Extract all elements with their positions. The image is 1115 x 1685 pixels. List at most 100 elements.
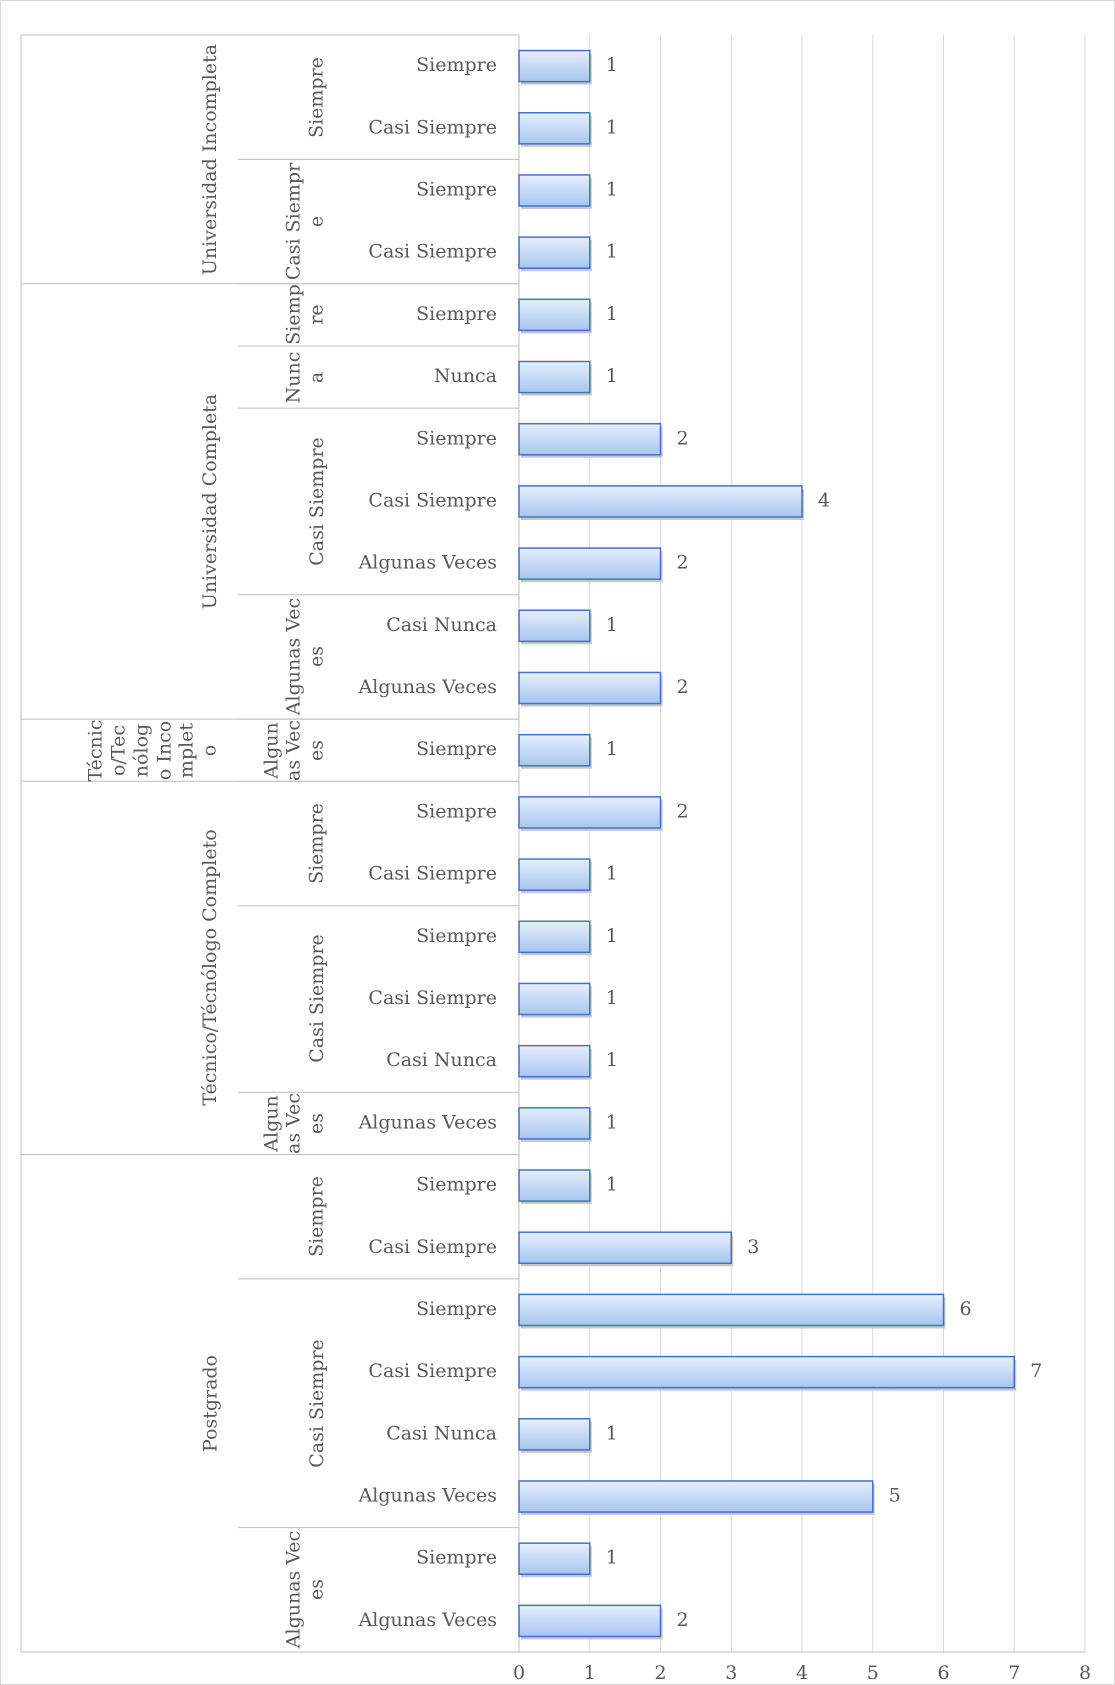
category-label: Siempre — [416, 738, 497, 760]
value-label: 1 — [606, 1111, 618, 1133]
bar — [518, 1542, 591, 1576]
value-label: 1 — [606, 241, 618, 263]
subgroup-label: Algunas Veces — [238, 719, 345, 781]
x-tick-label: 6 — [937, 1662, 949, 1684]
bar — [518, 1604, 662, 1638]
category-label: Casi Nunca — [386, 1422, 497, 1444]
category-label: Casi Siempre — [368, 241, 497, 263]
category-label: Algunas Veces — [358, 1111, 497, 1133]
category-label: Casi Siempre — [368, 863, 497, 885]
category-label: Siempre — [416, 54, 497, 76]
value-label: 1 — [606, 738, 618, 760]
subgroup-label: Siempre — [238, 284, 345, 346]
value-label: 2 — [676, 800, 688, 822]
group-label: Técnico/Técnólogo Completo — [21, 781, 238, 1154]
x-tick-label: 5 — [867, 1662, 879, 1684]
bar — [518, 485, 803, 518]
subgroup-label: Casi Siempre — [238, 408, 345, 595]
value-label: 1 — [606, 1422, 618, 1444]
value-label: 1 — [606, 1174, 618, 1196]
bar — [518, 1418, 591, 1451]
group-label-text: Casi Siempre — [283, 162, 329, 281]
bar — [518, 1355, 1015, 1389]
group-label-text: Siempre — [306, 803, 329, 884]
category-label: Casi Siempre — [368, 116, 497, 138]
x-tick-label: 1 — [584, 1662, 596, 1684]
group-label: Universidad Completa — [21, 284, 238, 719]
value-label: 7 — [1030, 1360, 1042, 1382]
bar — [518, 671, 662, 705]
subgroup-label: Siempre — [238, 781, 345, 905]
subgroup-label: Algunas Veces — [238, 1528, 345, 1652]
group-label: Postgrado — [21, 1154, 238, 1652]
category-label: Algunas Veces — [358, 1485, 497, 1507]
bar — [518, 1231, 732, 1265]
group-label-text: Casi Siempre — [306, 1338, 329, 1468]
category-label: Casi Siempre — [368, 489, 497, 511]
category-label: Siempre — [416, 303, 497, 325]
value-label: 1 — [606, 116, 618, 138]
group-label-text: Algunas Veces — [283, 598, 329, 716]
group-label-text: Siempre — [306, 1176, 329, 1258]
subgroup-label: Algunas Veces — [238, 1092, 345, 1154]
x-tick-label: 3 — [725, 1662, 737, 1684]
category-label: Siempre — [416, 800, 497, 822]
group-label: Universidad Incompleta — [21, 35, 238, 284]
bar — [518, 858, 591, 891]
group-label-text: Siempre — [283, 284, 329, 346]
value-label: 4 — [818, 489, 830, 511]
bar — [518, 547, 662, 580]
category-label: Casi Siempre — [368, 1236, 497, 1258]
group-label-text: Algunas Veces — [260, 1092, 329, 1154]
bar — [518, 1480, 874, 1513]
group-label-text: Casi Siempre — [306, 437, 329, 566]
group-label: Técnico/Tecnólogo Incompleto — [21, 719, 238, 781]
subgroup-label: Algunas Veces — [238, 595, 345, 719]
bar — [518, 236, 591, 269]
value-label: 1 — [606, 1049, 618, 1071]
bar — [518, 733, 591, 767]
x-tick-label: 4 — [796, 1662, 808, 1684]
x-tick-label: 7 — [1008, 1662, 1020, 1684]
value-label: 3 — [747, 1236, 759, 1258]
subgroup-label: Casi Siempre — [238, 906, 345, 1093]
x-tick-label: 2 — [654, 1662, 666, 1684]
group-label-text: Nunca — [283, 351, 329, 403]
subgroup-label: Casi Siempre — [238, 159, 345, 283]
bar — [518, 1107, 591, 1140]
bar — [518, 609, 591, 643]
value-label: 1 — [606, 54, 618, 76]
bar — [518, 49, 591, 83]
value-label: 1 — [606, 863, 618, 885]
bar — [518, 1293, 945, 1327]
bar — [518, 1169, 591, 1202]
bar — [518, 298, 591, 332]
category-label: Algunas Veces — [358, 676, 497, 698]
subgroup-label: Casi Siempre — [238, 1279, 345, 1528]
bar — [518, 360, 591, 394]
category-label: Siempre — [416, 925, 497, 947]
category-label: Algunas Veces — [358, 1609, 497, 1631]
x-tick-label: 0 — [513, 1662, 525, 1684]
group-label-text: Casi Siempre — [306, 934, 329, 1064]
bar — [518, 111, 591, 145]
value-label: 1 — [606, 614, 618, 636]
category-label: Casi Siempre — [368, 1360, 497, 1382]
category-label: Casi Nunca — [386, 614, 497, 636]
category-label: Siempre — [416, 1547, 497, 1569]
x-tick-label: 8 — [1079, 1662, 1091, 1684]
bar — [518, 422, 662, 456]
category-label: Algunas Veces — [358, 552, 497, 574]
subgroup-label: Nunca — [238, 346, 345, 408]
bar — [518, 920, 591, 954]
group-label-text: Algunas Veces — [283, 1531, 329, 1649]
value-label: 1 — [606, 178, 618, 200]
group-label-text: Técnico/Tecnólogo Incompleto — [85, 719, 222, 782]
subgroup-label: Siempre — [238, 35, 345, 159]
bar — [518, 982, 591, 1016]
group-label-text: Postgrado — [199, 1354, 222, 1452]
subgroup-label: Siempre — [238, 1154, 345, 1278]
value-label: 1 — [606, 365, 618, 387]
